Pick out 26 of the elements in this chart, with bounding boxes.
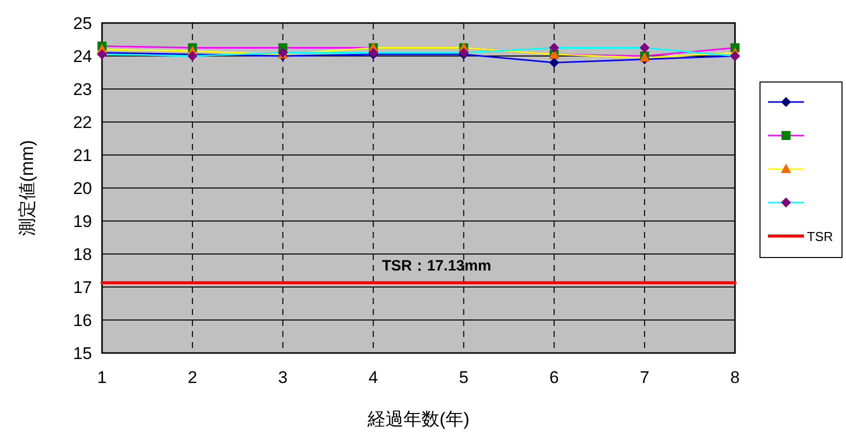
- y-tick-label: 20: [73, 179, 92, 198]
- x-tick-label: 1: [97, 368, 107, 387]
- x-axis-title: 経過年数(年): [366, 409, 470, 429]
- x-tick-label: 7: [640, 368, 650, 387]
- y-axis-title: 測定値(mm): [17, 140, 37, 236]
- x-tick-label: 3: [278, 368, 288, 387]
- y-tick-label: 16: [73, 311, 92, 330]
- y-tick-label: 22: [73, 113, 92, 132]
- legend-label: TSR: [807, 229, 833, 244]
- y-tick-label: 17: [73, 278, 92, 297]
- point: [549, 58, 560, 68]
- x-tick-label: 6: [549, 368, 559, 387]
- y-tick-label: 25: [73, 14, 92, 33]
- point: [640, 42, 650, 53]
- y-tick-label: 19: [73, 212, 92, 231]
- y-tick-label: 15: [73, 344, 92, 363]
- annotation: TSR：17.13mm: [382, 258, 492, 275]
- point: [549, 42, 560, 53]
- x-tick-label: 4: [368, 368, 378, 387]
- y-tick-label: 21: [73, 146, 92, 165]
- x-tick-label: 5: [458, 368, 468, 387]
- x-tick-label: 8: [730, 368, 740, 387]
- y-tick-label: 18: [73, 245, 92, 264]
- y-tick-label: 24: [73, 47, 92, 66]
- y-tick-label: 23: [73, 80, 92, 99]
- x-tick-label: 2: [188, 368, 198, 387]
